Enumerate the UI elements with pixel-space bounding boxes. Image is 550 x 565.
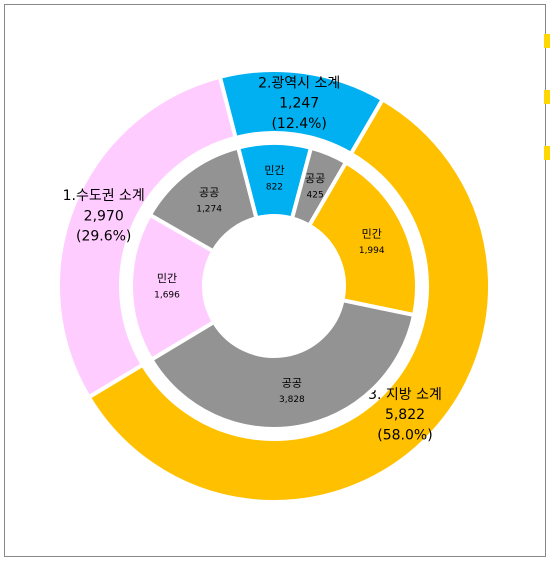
outer-label-value-labels: 1,247 <box>279 96 319 112</box>
inner-label-value-labels: 425 <box>307 191 324 201</box>
inner-label-value-labels: 3,828 <box>279 395 305 405</box>
inner-label-categories: 공공 <box>282 377 302 390</box>
outer-label-categories: 2.광역시 소계 <box>258 75 340 91</box>
inner-slice <box>129 212 217 363</box>
outer-slice <box>56 74 239 400</box>
legend-marker <box>544 146 550 160</box>
inner-label-value-labels: 822 <box>266 182 283 192</box>
inner-label-value-labels: 1,994 <box>359 246 385 256</box>
inner-label-categories: 민간 <box>264 164 284 177</box>
outer-label-percent-labels: (29.6%) <box>76 229 131 245</box>
legend-marker <box>544 90 550 104</box>
inner-label-value-labels: 1,696 <box>154 291 180 301</box>
inner-label-categories: 민간 <box>157 272 177 285</box>
outer-label-percent-labels: (58.0%) <box>377 428 432 444</box>
outer-label-value-labels: 2,970 <box>84 208 124 224</box>
legend-marker <box>544 34 550 48</box>
inner-label-value-labels: 1,274 <box>196 204 222 214</box>
inner-slice <box>148 297 417 431</box>
outer-slice <box>86 96 492 504</box>
inner-slice <box>306 159 419 318</box>
outer-label-value-labels: 5,822 <box>385 407 425 423</box>
outer-label-percent-labels: (12.4%) <box>271 116 326 132</box>
outer-label-categories: 1.수도권 소계 <box>63 188 145 204</box>
inner-label-categories: 공공 <box>199 186 219 199</box>
inner-label-categories: 민간 <box>362 227 382 240</box>
inner-label-categories: 공공 <box>305 172 325 185</box>
outer-label-categories: 3. 지방 소계 <box>368 387 442 403</box>
